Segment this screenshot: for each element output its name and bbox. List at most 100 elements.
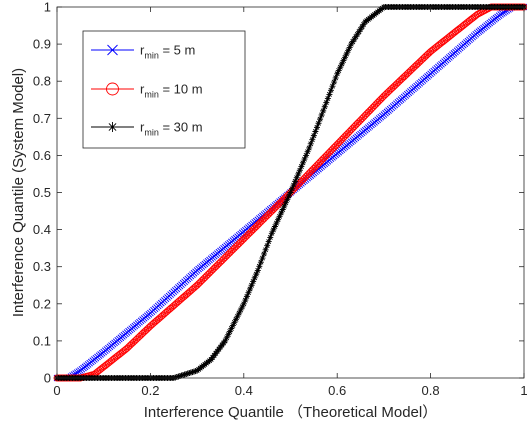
series-marker-3 — [265, 238, 272, 245]
series-marker-3 — [237, 306, 244, 313]
legend-label-rest: = 5 m — [159, 43, 196, 58]
series-marker-3 — [234, 313, 241, 320]
series-marker-3 — [248, 282, 255, 289]
series-marker-3 — [298, 163, 305, 170]
series-marker-3 — [329, 83, 336, 90]
series-marker-3 — [357, 26, 364, 33]
x-tick-label: 0.6 — [328, 383, 346, 398]
series-marker-3 — [233, 316, 240, 323]
x-tick-label: 1 — [520, 383, 527, 398]
y-tick-label: 0.7 — [33, 111, 51, 126]
legend-label-1: rmin = 5 m — [140, 43, 195, 61]
series-marker-3 — [183, 371, 190, 378]
series-marker-3 — [256, 263, 263, 270]
series-marker-3 — [296, 167, 303, 174]
y-tick-label: 0.4 — [33, 222, 51, 237]
series-marker-3 — [270, 226, 277, 233]
series-marker-3 — [271, 223, 278, 230]
series-marker-3 — [172, 374, 179, 381]
series-marker-3 — [355, 28, 362, 35]
legend-label-3: rmin = 30 m — [140, 120, 203, 138]
series-marker-3 — [337, 64, 344, 71]
series-marker-3 — [332, 74, 339, 81]
legend-marker-2 — [106, 82, 119, 96]
x-axis-title: Interference Quantile （Theoretical Model… — [144, 404, 437, 421]
series-marker-3 — [231, 319, 238, 326]
y-tick-label: 0 — [44, 371, 51, 386]
series-marker-3 — [275, 216, 282, 223]
series-marker-3 — [189, 369, 196, 376]
legend-label-main: r — [140, 43, 145, 58]
series-marker-3 — [222, 337, 229, 344]
series-marker-3 — [190, 368, 197, 375]
series-marker-3 — [223, 334, 230, 341]
series-marker-3 — [351, 36, 358, 43]
series-marker-3 — [273, 220, 280, 227]
ticks-layer: 0 0.2 0.4 0.6 0.8 1 0 0.1 0.2 0.3 0.4 0.5 0.6 0.7 0.8 0… — [33, 0, 527, 398]
series-marker-3 — [253, 271, 260, 278]
series-marker-3 — [175, 373, 182, 380]
y-tick-label: 0.2 — [33, 296, 51, 311]
series-marker-3 — [354, 31, 361, 38]
legend-label-subscript: min — [144, 128, 159, 138]
y-tick-label: 0.9 — [33, 37, 51, 52]
series-marker-3 — [334, 70, 341, 77]
series-marker-3 — [321, 103, 328, 110]
series-marker-3 — [299, 159, 306, 166]
series-marker-3 — [360, 21, 367, 28]
y-axis-title: Interference Quantile (System Model) — [10, 68, 27, 317]
series-marker-3 — [259, 255, 266, 262]
series-marker-3 — [240, 300, 247, 307]
series-marker-3 — [341, 54, 348, 61]
legend-item-3: rmin = 30 m — [91, 120, 203, 138]
y-tick-label: 0.3 — [33, 259, 51, 274]
series-marker-3 — [327, 87, 334, 94]
series-marker-3 — [335, 67, 342, 74]
series-marker-3 — [313, 124, 320, 131]
series-marker-3 — [264, 242, 271, 249]
x-tick-label: 0.8 — [422, 383, 440, 398]
legend-label-subscript: min — [144, 90, 159, 100]
series-marker-3 — [281, 203, 288, 210]
series-marker-3 — [310, 132, 317, 139]
series-marker-3 — [178, 372, 185, 379]
series-marker-3 — [292, 178, 299, 185]
series-marker-3 — [324, 95, 331, 102]
y-tick-label: 0.6 — [33, 148, 51, 163]
series-marker-3 — [359, 23, 366, 30]
series-marker-3 — [236, 310, 243, 317]
legend-label-rest: = 10 m — [159, 82, 203, 97]
series-marker-3 — [309, 136, 316, 143]
series-marker-3 — [282, 199, 289, 206]
series-marker-3 — [239, 303, 246, 310]
series-marker-3 — [176, 373, 183, 380]
series-marker-3 — [301, 156, 308, 163]
series-marker-3 — [186, 370, 193, 377]
series-marker-3 — [245, 289, 252, 296]
series-marker-3 — [326, 91, 333, 98]
series-marker-3 — [317, 116, 324, 123]
series-marker-3 — [307, 140, 314, 147]
series-marker-3 — [323, 99, 330, 106]
legend-label-2: rmin = 10 m — [140, 82, 203, 100]
y-tick-label: 0.5 — [33, 185, 51, 200]
series-marker-3 — [257, 259, 264, 266]
series-marker-3 — [276, 213, 283, 220]
series-marker-3 — [225, 331, 232, 338]
series-marker-3 — [226, 328, 233, 335]
x-tick-label: 0.4 — [235, 383, 253, 398]
legend-marker-3 — [107, 122, 118, 132]
legend-label-main: r — [140, 82, 145, 97]
series-marker-3 — [285, 192, 292, 199]
series-marker-3 — [250, 278, 257, 285]
series-marker-3 — [289, 185, 296, 192]
series-marker-3 — [184, 370, 191, 377]
legend-item-2: rmin = 10 m — [91, 82, 203, 100]
series-marker-3 — [346, 44, 353, 51]
series-marker-3 — [343, 50, 350, 57]
series-marker-3 — [261, 250, 268, 257]
series-marker-3 — [287, 189, 294, 196]
